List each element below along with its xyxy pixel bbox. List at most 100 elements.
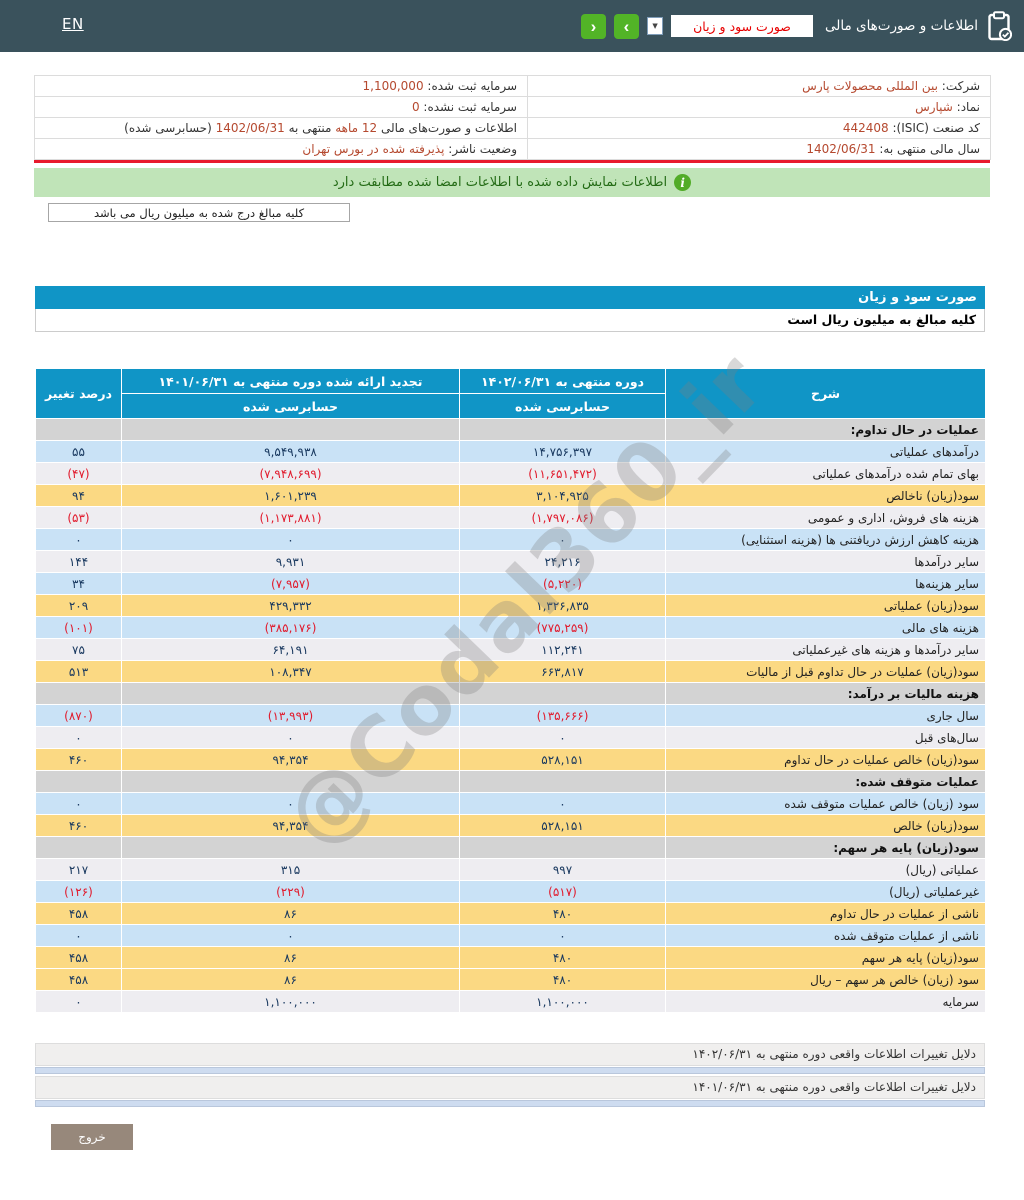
value-current-cell: ۴۸۰ <box>459 946 666 969</box>
info-value: 1402/06/31 <box>806 142 876 156</box>
statement-row: هزینه های مالی (۷۷۵,۲۵۹) (۳۸۵,۱۷۶) (۱۰۱) <box>35 616 986 639</box>
header-controls: اطلاعات و صورت‌های مالی صورت سود و زیان … <box>581 0 1012 52</box>
value-current-cell: ۴۸۰ <box>459 902 666 925</box>
statement-row: درآمدهای عملیاتی ۱۴,۷۵۶,۳۹۷ ۹,۵۴۹,۹۳۸ ۵۵ <box>35 440 986 463</box>
percent-change-cell: ۹۴ <box>35 484 122 507</box>
percent-change-cell <box>35 770 122 793</box>
value-current-cell <box>459 682 666 705</box>
percent-change-cell: ۱۴۴ <box>35 550 122 573</box>
info-value: پذیرفته شده در بورس تهران <box>302 142 445 156</box>
select-dropdown-arrow[interactable]: ▼ <box>647 17 663 35</box>
row-description: غیرعملیاتی (ریال) <box>665 880 986 903</box>
col-header-period-current: دوره منتهی به ۱۴۰۲/۰۶/۳۱ <box>459 368 666 394</box>
statement-title-block: صورت سود و زیان کلیه مبالغ به میلیون ریا… <box>35 286 985 332</box>
percent-change-cell: (۵۳) <box>35 506 122 529</box>
info-label: سرمایه ثبت شده: <box>427 79 517 93</box>
value-prior-cell: ۹۴,۳۵۴ <box>121 814 460 837</box>
col-header-description: شرح <box>665 368 986 419</box>
info-label: شرکت: <box>941 79 980 93</box>
statement-row: سود(زیان) خالص ۵۲۸,۱۵۱ ۹۴,۳۵۴ ۴۶۰ <box>35 814 986 837</box>
company-info-body: شرکت: بین المللی محصولات پارس سرمایه ثبت … <box>34 75 991 160</box>
row-description: عملیاتی (ریال) <box>665 858 986 881</box>
previous-statement-button[interactable]: ‹ <box>581 13 606 39</box>
row-description: عملیات در حال تداوم: <box>665 418 986 441</box>
statement-row: عملیات متوقف شده: <box>35 770 986 793</box>
value-current-cell: ۶۶۳,۸۱۷ <box>459 660 666 683</box>
row-description: سال جاری <box>665 704 986 727</box>
percent-change-cell: ۲۱۷ <box>35 858 122 881</box>
value-prior-cell <box>121 770 460 793</box>
col-header-period-prior: تجدید ارائه شده دوره منتهی به ۱۴۰۱/۰۶/۳۱ <box>121 368 460 394</box>
statement-row: ناشی از عملیات متوقف شده ۰ ۰ ۰ <box>35 924 986 947</box>
value-prior-cell: (۱۳,۹۹۳) <box>121 704 460 727</box>
value-current-cell: ۱۴,۷۵۶,۳۹۷ <box>459 440 666 463</box>
info-label: سرمایه ثبت نشده: <box>423 100 517 114</box>
row-description: سود(زیان) عملیاتی <box>665 594 986 617</box>
statement-row: غیرعملیاتی (ریال) (۵۱۷) (۲۲۹) (۱۲۶) <box>35 880 986 903</box>
statement-type-select[interactable]: صورت سود و زیان <box>671 15 813 37</box>
value-current-cell: ۴۸۰ <box>459 968 666 991</box>
info-value: 1402/06/31 <box>215 121 285 135</box>
company-info-cell-right: شرکت: بین المللی محصولات پارس <box>527 75 991 97</box>
info-label: سال مالی منتهی به: <box>879 142 980 156</box>
value-current-cell: ۵۲۸,۱۵۱ <box>459 748 666 771</box>
value-prior-cell <box>121 836 460 859</box>
value-prior-cell: ۹,۵۴۹,۹۳۸ <box>121 440 460 463</box>
exit-button[interactable]: خروج <box>51 1124 133 1150</box>
income-statement-table: شرح دوره منتهی به ۱۴۰۲/۰۶/۳۱ تجدید ارائه… <box>35 368 986 1013</box>
value-prior-cell: (۲۲۹) <box>121 880 460 903</box>
next-statement-button[interactable]: › <box>614 13 639 39</box>
value-current-cell: (۱۳۵,۶۶۶) <box>459 704 666 727</box>
row-description: ناشی از عملیات در حال تداوم <box>665 902 986 925</box>
statement-row: سود (زیان) خالص عملیات متوقف شده ۰ ۰ ۰ <box>35 792 986 815</box>
percent-change-cell: ۵۱۳ <box>35 660 122 683</box>
value-prior-cell: ۸۶ <box>121 968 460 991</box>
row-description: سود (زیان) خالص عملیات متوقف شده <box>665 792 986 815</box>
percent-change-cell: ۰ <box>35 792 122 815</box>
company-info-row: شرکت: بین المللی محصولات پارس سرمایه ثبت … <box>34 75 991 97</box>
percent-change-cell: (۴۷) <box>35 462 122 485</box>
info-value: بین المللی محصولات پارس <box>802 79 938 93</box>
change-reasons-bar[interactable]: دلایل تغییرات اطلاعات واقعی دوره منتهی ب… <box>35 1043 985 1066</box>
percent-change-cell: ۰ <box>35 990 122 1013</box>
value-prior-cell: (۷,۹۴۸,۶۹۹) <box>121 462 460 485</box>
company-info-row: کد صنعت (ISIC): 442408 اطلاعات و صورت‌های… <box>34 117 991 139</box>
value-current-cell: ۲۴,۲۱۶ <box>459 550 666 573</box>
percent-change-cell: ۰ <box>35 528 122 551</box>
chevron-down-icon: ▼ <box>652 22 658 30</box>
info-icon: i <box>674 174 692 191</box>
value-current-cell: (۵۱۷) <box>459 880 666 903</box>
percent-change-cell: (۸۷۰) <box>35 704 122 727</box>
page-title: اطلاعات و صورت‌های مالی <box>825 18 978 34</box>
statement-row: عملیاتی (ریال) ۹۹۷ ۳۱۵ ۲۱۷ <box>35 858 986 881</box>
percent-change-cell: ۴۵۸ <box>35 946 122 969</box>
value-current-cell <box>459 770 666 793</box>
row-description: عملیات متوقف شده: <box>665 770 986 793</box>
company-info-cell-left: اطلاعات و صورت‌های مالی 12 ماهه منتهی به… <box>34 117 528 139</box>
value-current-cell <box>459 836 666 859</box>
value-current-cell: (۵,۲۲۰) <box>459 572 666 595</box>
row-description: هزینه مالیات بر درآمد: <box>665 682 986 705</box>
value-prior-cell: ۳۱۵ <box>121 858 460 881</box>
top-header-bar: EN اطلاعات و صورت‌های مالی صورت سود و زی… <box>0 0 1024 52</box>
company-info-row: سال مالی منتهی به: 1402/06/31 وضعیت ناشر:… <box>34 138 991 160</box>
statement-row: عملیات در حال تداوم: <box>35 418 986 441</box>
value-prior-cell: ۱,۱۰۰,۰۰۰ <box>121 990 460 1013</box>
company-info-cell-right: سال مالی منتهی به: 1402/06/31 <box>527 138 991 160</box>
info-label: کد صنعت (ISIC): <box>892 121 980 135</box>
value-prior-cell: ۰ <box>121 528 460 551</box>
statement-row: سود(زیان) پایه هر سهم ۴۸۰ ۸۶ ۴۵۸ <box>35 946 986 969</box>
value-prior-cell: ۸۶ <box>121 946 460 969</box>
row-description: سود(زیان) پایه هر سهم <box>665 946 986 969</box>
language-toggle-link[interactable]: EN <box>62 15 84 33</box>
statement-row: سال‌های قبل ۰ ۰ ۰ <box>35 726 986 749</box>
value-prior-cell: (۱,۱۷۳,۸۸۱) <box>121 506 460 529</box>
value-current-cell: ۰ <box>459 528 666 551</box>
change-reasons-bar[interactable]: دلایل تغییرات اطلاعات واقعی دوره منتهی ب… <box>35 1076 985 1099</box>
row-description: سود(زیان) خالص عملیات در حال تداوم <box>665 748 986 771</box>
statement-row: سایر درآمدها ۲۴,۲۱۶ ۹,۹۳۱ ۱۴۴ <box>35 550 986 573</box>
value-prior-cell: ۹,۹۳۱ <box>121 550 460 573</box>
value-current-cell: ۱۱۲,۲۴۱ <box>459 638 666 661</box>
statement-row: سایر درآمدها و هزینه های غیرعملیاتی ۱۱۲,۲… <box>35 638 986 661</box>
value-prior-cell: ۰ <box>121 924 460 947</box>
